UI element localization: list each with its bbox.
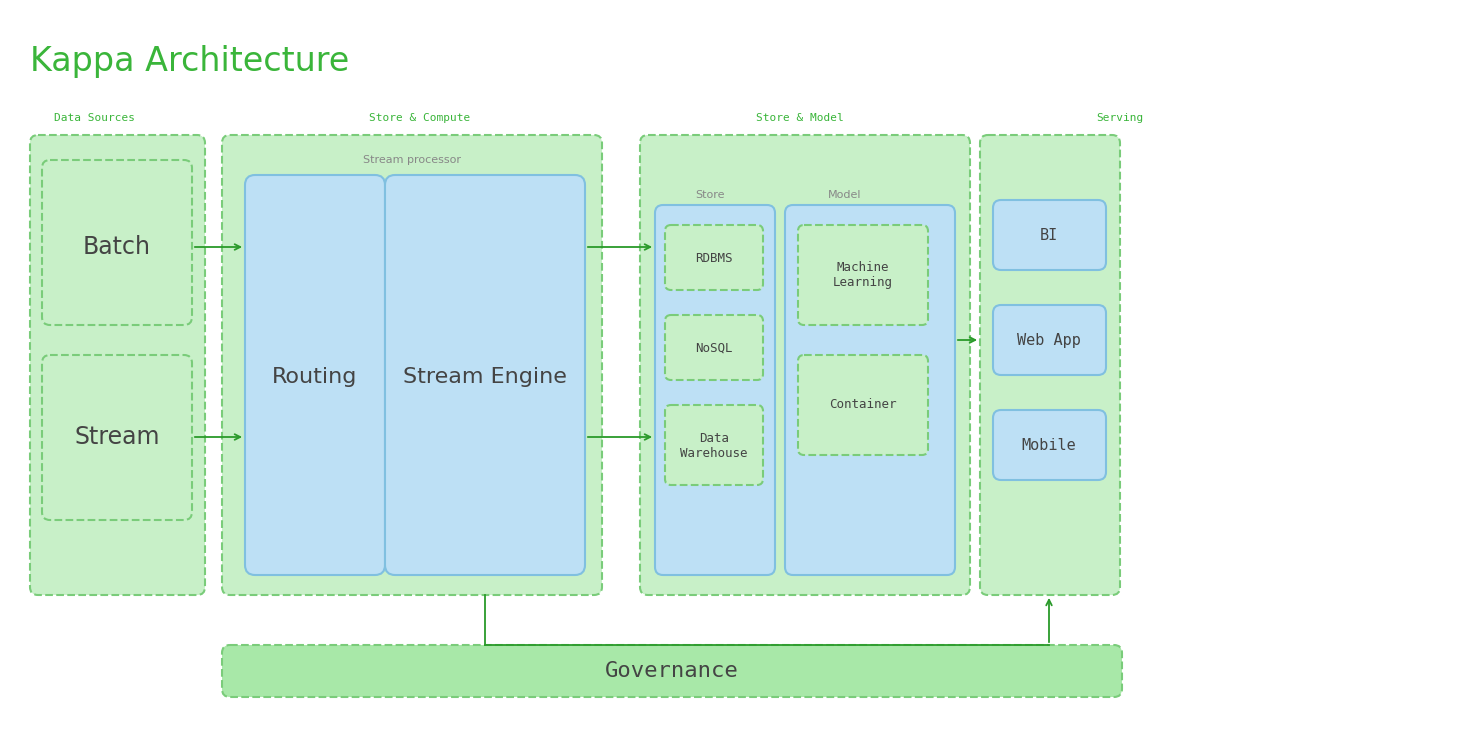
Text: Store & Model: Store & Model <box>756 113 844 123</box>
Text: Data Sources: Data Sources <box>54 113 135 123</box>
FancyBboxPatch shape <box>640 135 970 595</box>
Text: BI: BI <box>1039 228 1058 242</box>
FancyBboxPatch shape <box>665 315 763 380</box>
Text: NoSQL: NoSQL <box>696 342 733 354</box>
Text: Model: Model <box>828 190 862 200</box>
FancyBboxPatch shape <box>43 160 192 325</box>
Text: Stream processor: Stream processor <box>363 155 461 165</box>
Text: Governance: Governance <box>605 661 738 681</box>
Text: Mobile: Mobile <box>1022 438 1076 452</box>
Text: Serving: Serving <box>1097 113 1144 123</box>
FancyBboxPatch shape <box>799 355 928 455</box>
FancyBboxPatch shape <box>245 175 385 575</box>
FancyBboxPatch shape <box>799 225 928 325</box>
FancyBboxPatch shape <box>981 135 1120 595</box>
Text: Container: Container <box>829 398 897 411</box>
FancyBboxPatch shape <box>655 205 775 575</box>
FancyBboxPatch shape <box>665 405 763 485</box>
FancyBboxPatch shape <box>43 355 192 520</box>
Text: Stream: Stream <box>75 425 160 449</box>
FancyBboxPatch shape <box>665 225 763 290</box>
FancyBboxPatch shape <box>785 205 956 575</box>
FancyBboxPatch shape <box>992 410 1105 480</box>
Text: Batch: Batch <box>84 235 151 259</box>
Text: Data
Warehouse: Data Warehouse <box>680 432 747 460</box>
FancyBboxPatch shape <box>222 645 1122 697</box>
FancyBboxPatch shape <box>222 135 602 595</box>
FancyBboxPatch shape <box>992 305 1105 375</box>
Text: RDBMS: RDBMS <box>696 252 733 264</box>
Text: Stream Engine: Stream Engine <box>404 367 567 387</box>
Text: Machine
Learning: Machine Learning <box>832 261 893 289</box>
Text: Web App: Web App <box>1017 332 1080 348</box>
FancyBboxPatch shape <box>29 135 206 595</box>
FancyBboxPatch shape <box>385 175 586 575</box>
Text: Routing: Routing <box>272 367 358 387</box>
Text: Store: Store <box>696 190 725 200</box>
Text: Store & Compute: Store & Compute <box>370 113 471 123</box>
FancyBboxPatch shape <box>992 200 1105 270</box>
Text: Kappa Architecture: Kappa Architecture <box>29 45 349 78</box>
